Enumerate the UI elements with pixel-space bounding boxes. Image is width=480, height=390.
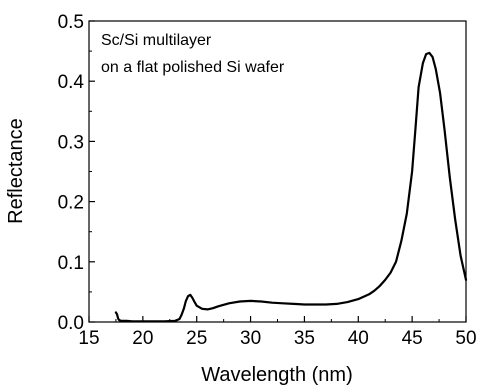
x-tick-label: 20 <box>132 328 153 349</box>
x-tick-label: 35 <box>294 328 315 349</box>
x-tick-label: 15 <box>78 328 99 349</box>
x-axis-label: Wavelength (nm) <box>201 364 353 386</box>
reflectance-line-0 <box>114 51 468 323</box>
x-tick-label: 50 <box>455 328 476 349</box>
y-tick-label: 0.5 <box>58 12 84 33</box>
x-tick-label: 45 <box>402 328 423 349</box>
x-tick-label: 30 <box>240 328 261 349</box>
x-tick-label: 25 <box>186 328 207 349</box>
y-axis-label: Reflectance <box>5 118 27 224</box>
y-tick-label: 0.1 <box>58 253 84 274</box>
y-tick-label: 0.4 <box>58 72 85 93</box>
x-tick-label: 40 <box>348 328 369 349</box>
chart-annotation-line-1: Sc/Si multilayer <box>101 32 212 49</box>
y-tick-label: 0.2 <box>58 193 84 214</box>
axis-ticks: 15 20 25 30 35 40 45 50 0.0 0.1 0.2 0.3 0.4 0.5 <box>58 12 477 349</box>
series-layer <box>114 51 468 323</box>
y-tick-label: 0.3 <box>58 132 84 153</box>
chart-annotation-line-2: on a flat polished Si wafer <box>101 59 285 76</box>
y-tick-label: 0.0 <box>58 313 84 334</box>
